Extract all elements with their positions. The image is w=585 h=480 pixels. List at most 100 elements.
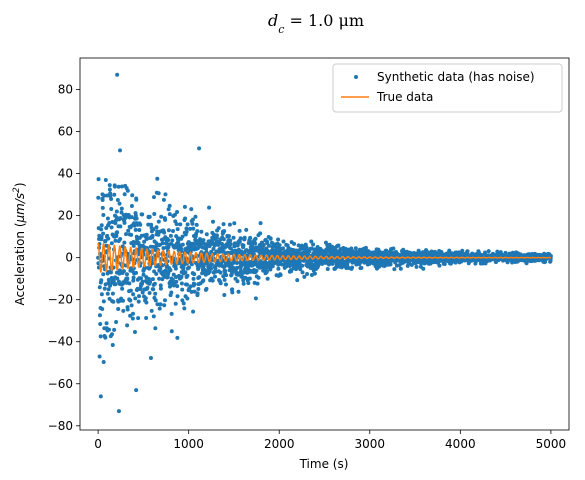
scatter-point bbox=[98, 321, 103, 326]
y-label-unit: μm/s bbox=[13, 193, 27, 224]
scatter-point bbox=[309, 272, 314, 277]
scatter-point bbox=[115, 230, 120, 235]
scatter-point bbox=[147, 291, 152, 296]
scatter-point bbox=[212, 274, 217, 279]
scatter-point bbox=[189, 207, 194, 212]
scatter-point bbox=[350, 265, 355, 270]
scatter-point bbox=[162, 230, 167, 235]
scatter-point bbox=[148, 356, 153, 360]
scatter-point bbox=[185, 282, 190, 287]
scatter-point bbox=[232, 221, 237, 226]
scatter-point bbox=[156, 219, 161, 224]
scatter-point bbox=[248, 235, 253, 240]
scatter-point bbox=[195, 291, 200, 296]
scatter-point bbox=[99, 292, 104, 297]
scatter-point bbox=[223, 282, 228, 287]
scatter-point bbox=[119, 206, 124, 211]
x-tick-label: 3000 bbox=[355, 437, 386, 451]
scatter-point bbox=[197, 275, 202, 280]
legend-label-true: True data bbox=[376, 90, 433, 104]
scatter-point bbox=[179, 274, 184, 279]
scatter-point bbox=[325, 267, 330, 272]
legend: Synthetic data (has noise) True data bbox=[332, 63, 563, 113]
scatter-point bbox=[153, 298, 158, 303]
scatter-point bbox=[173, 301, 178, 306]
scatter-series bbox=[96, 72, 553, 414]
scatter-point bbox=[246, 281, 251, 286]
y-label-suffix: ) bbox=[13, 182, 27, 187]
scatter-point bbox=[107, 187, 112, 192]
scatter-point bbox=[304, 245, 309, 250]
scatter-point bbox=[414, 264, 419, 269]
scatter-point bbox=[153, 326, 158, 331]
scatter-point bbox=[130, 316, 135, 321]
scatter-point bbox=[224, 273, 229, 278]
scatter-point bbox=[101, 212, 106, 217]
scatter-point bbox=[150, 233, 155, 238]
scatter-point bbox=[289, 269, 294, 274]
scatter-point bbox=[118, 216, 123, 221]
scatter-point bbox=[204, 232, 209, 237]
scatter-point bbox=[188, 284, 193, 289]
scatter-point bbox=[238, 268, 243, 273]
scatter-point bbox=[222, 229, 227, 234]
scatter-point bbox=[151, 314, 156, 319]
scatter-point bbox=[237, 228, 242, 233]
scatter-point bbox=[106, 277, 111, 282]
scatter-point bbox=[437, 263, 442, 268]
scatter-point bbox=[150, 277, 155, 282]
scatter-point bbox=[174, 222, 179, 227]
scatter-point bbox=[129, 232, 134, 237]
scatter-point bbox=[278, 272, 283, 277]
scatter-point bbox=[118, 236, 123, 241]
scatter-point bbox=[236, 289, 241, 294]
scatter-point bbox=[158, 283, 163, 288]
scatter-point bbox=[133, 296, 138, 301]
scatter-point bbox=[130, 311, 135, 316]
scatter-point bbox=[138, 276, 143, 281]
scatter-point bbox=[176, 240, 181, 245]
scatter-point bbox=[131, 243, 136, 248]
scatter-point bbox=[145, 236, 150, 241]
scatter-point bbox=[99, 223, 104, 228]
scatter-point bbox=[223, 269, 228, 274]
scatter-point bbox=[138, 222, 143, 227]
scatter-point bbox=[145, 285, 150, 290]
scatter-point bbox=[148, 279, 153, 284]
scatter-point bbox=[129, 204, 134, 209]
scatter-point bbox=[181, 301, 186, 306]
scatter-point bbox=[213, 266, 218, 271]
scatter-point bbox=[246, 263, 251, 268]
scatter-point bbox=[192, 272, 197, 277]
scatter-point bbox=[138, 287, 143, 292]
scatter-point bbox=[180, 242, 185, 247]
chart-title: dc = 1.0 μm bbox=[268, 11, 364, 36]
scatter-point bbox=[111, 278, 116, 283]
scatter-point bbox=[151, 195, 156, 200]
scatter-point bbox=[117, 201, 122, 206]
scatter-point bbox=[125, 276, 130, 281]
scatter-point bbox=[109, 197, 114, 202]
scatter-point bbox=[253, 296, 258, 301]
scatter-point bbox=[134, 388, 139, 393]
scatter-point bbox=[241, 281, 246, 286]
scatter-point bbox=[253, 236, 258, 241]
scatter-point bbox=[126, 228, 131, 233]
scatter-point bbox=[151, 287, 156, 292]
scatter-point bbox=[99, 227, 104, 232]
scatter-point bbox=[130, 193, 135, 198]
scatter-point bbox=[302, 274, 307, 279]
scatter-point bbox=[101, 231, 106, 236]
scatter-point bbox=[392, 267, 397, 272]
scatter-point bbox=[264, 269, 269, 274]
scatter-point bbox=[209, 266, 214, 271]
scatter-point bbox=[101, 272, 106, 277]
scatter-point bbox=[147, 214, 152, 219]
scatter-point bbox=[227, 234, 232, 239]
scatter-point bbox=[221, 237, 226, 242]
scatter-point bbox=[189, 289, 194, 294]
scatter-point bbox=[184, 229, 189, 234]
scatter-point bbox=[163, 268, 168, 273]
scatter-point bbox=[309, 239, 314, 244]
scatter-point bbox=[169, 311, 174, 316]
